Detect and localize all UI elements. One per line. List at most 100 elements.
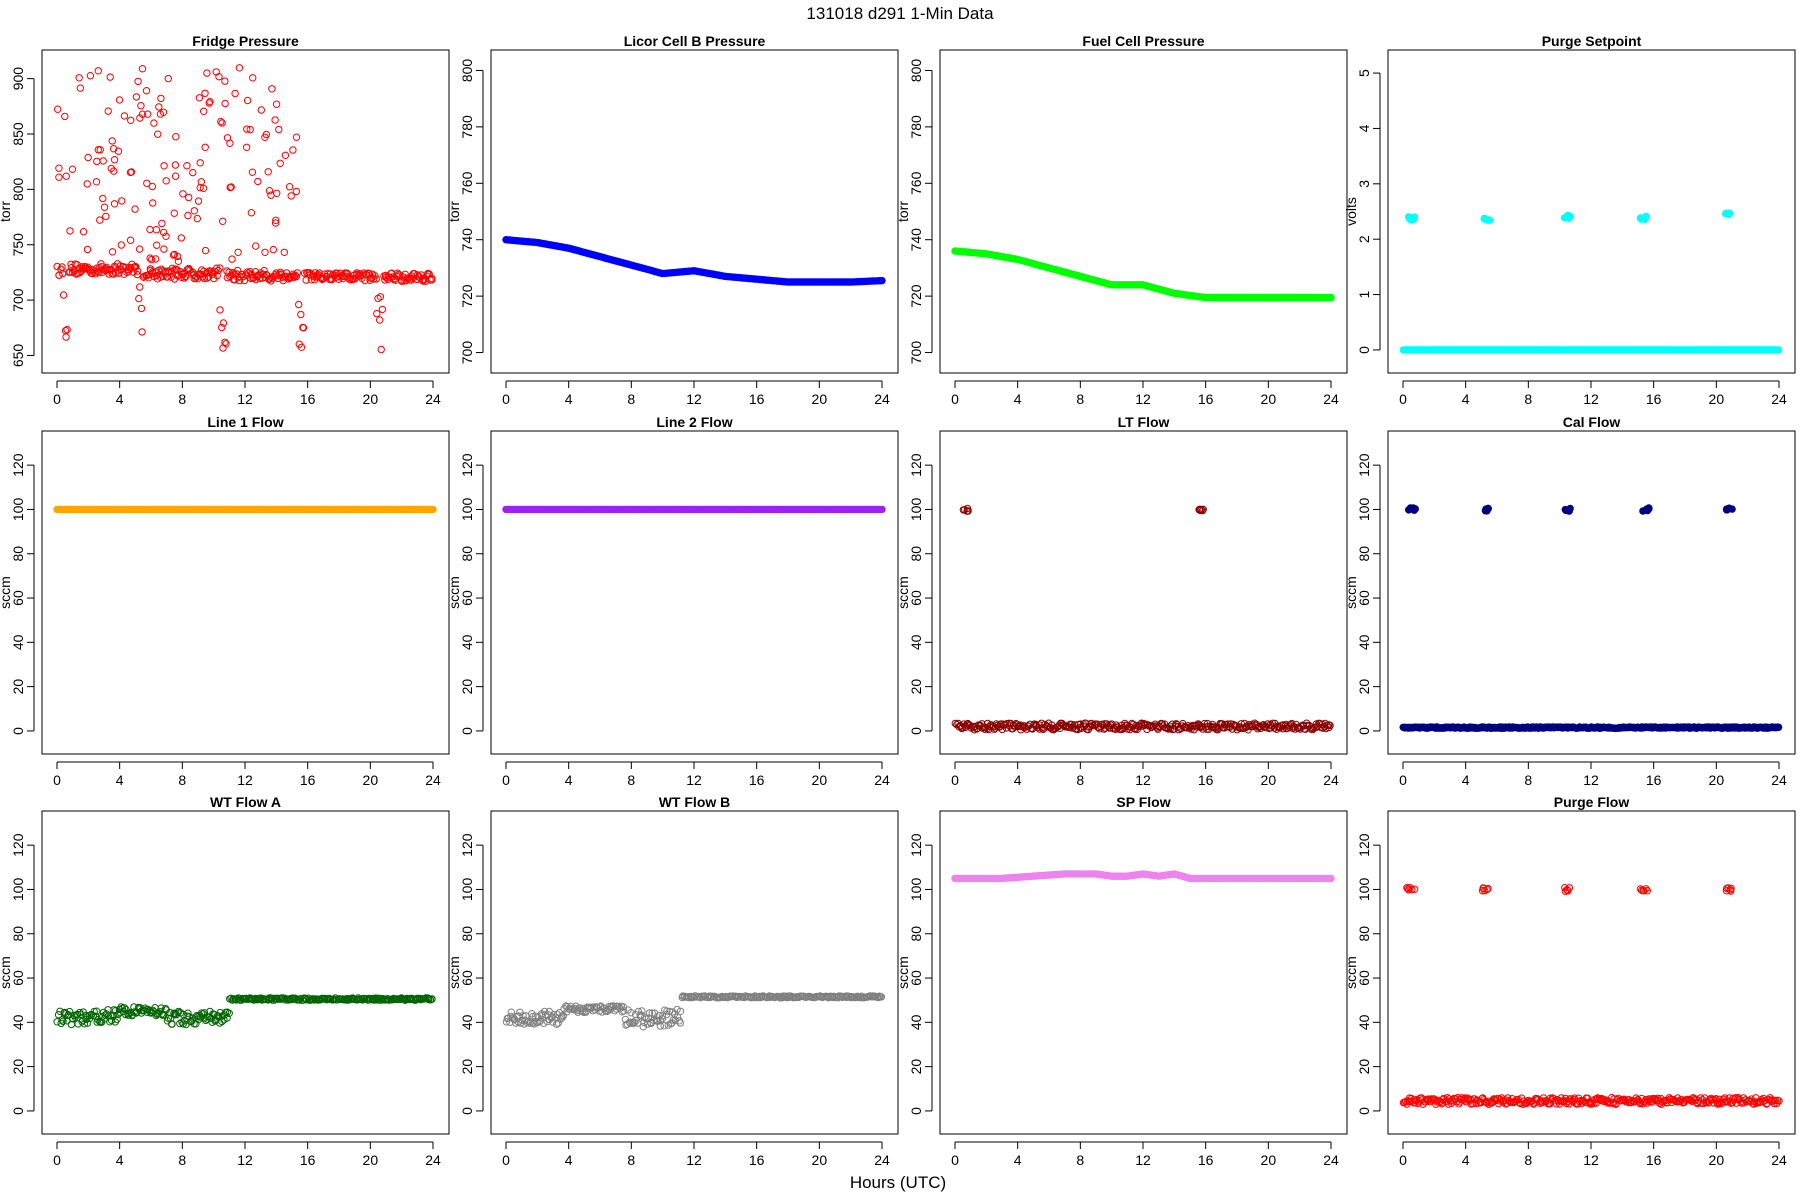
y-tick-label: 760 (908, 171, 924, 195)
data-point (246, 125, 254, 134)
data-point (200, 267, 208, 275)
data-point (205, 99, 213, 107)
plot-frame (1387, 810, 1796, 1135)
data-point (242, 143, 251, 152)
y-tick-label: 20 (908, 1059, 924, 1075)
x-tick-label: 16 (749, 772, 765, 788)
x-tick-label: 16 (1198, 1152, 1214, 1168)
data-point (62, 333, 70, 341)
data-point (235, 64, 244, 72)
series-points (502, 505, 886, 514)
data-point (93, 264, 101, 272)
x-tick-label: 24 (1323, 1152, 1339, 1168)
data-point (150, 119, 158, 127)
x-tick-label: 24 (425, 772, 441, 788)
data-point (1645, 504, 1653, 512)
plot-frame (939, 430, 1348, 755)
figure-xlabel: Hours (UTC) (850, 1173, 946, 1192)
y-tick-label: 760 (459, 171, 475, 195)
data-point (196, 183, 204, 192)
x-tick-label: 0 (951, 391, 959, 407)
plot-frame (490, 430, 899, 755)
data-point (299, 324, 308, 332)
x-tick-label: 16 (300, 391, 316, 407)
data-point (291, 271, 299, 280)
series-points (951, 504, 1334, 734)
figure-title: 131018 d291 1-Min Data (806, 4, 994, 23)
x-tick-label: 8 (178, 391, 186, 407)
panel-title: Purge Setpoint (1542, 33, 1642, 49)
data-point (219, 217, 227, 226)
data-point (297, 343, 306, 351)
panel-title: WT Flow B (659, 794, 731, 810)
data-point (108, 248, 117, 256)
data-point (148, 182, 157, 191)
data-point (115, 96, 124, 104)
x-tick-label: 0 (502, 1152, 510, 1168)
x-tick-label: 12 (1135, 391, 1151, 407)
y-tick-label: 60 (10, 590, 26, 606)
data-point (373, 309, 381, 318)
data-point (151, 255, 160, 263)
x-tick-label: 24 (425, 391, 441, 407)
series-points (1399, 209, 1783, 354)
data-point (110, 145, 118, 153)
data-point (110, 156, 119, 164)
y-tick-label: 740 (459, 228, 475, 252)
data-point (143, 110, 152, 118)
data-point (68, 165, 77, 173)
data-point (96, 216, 104, 224)
data-point (217, 117, 225, 126)
data-point (266, 275, 274, 283)
x-tick-label: 16 (1646, 1152, 1662, 1168)
y-tick-label: 0 (459, 1107, 475, 1115)
y-tick-label: 100 (459, 878, 475, 902)
x-tick-label: 4 (1014, 391, 1022, 407)
data-point (370, 275, 378, 283)
data-point (55, 173, 63, 181)
x-tick-label: 4 (1014, 772, 1022, 788)
data-point (190, 207, 199, 215)
plot-frame (490, 49, 899, 374)
data-point (102, 212, 110, 221)
data-point (247, 209, 256, 217)
data-point (1774, 346, 1783, 354)
y-tick-label: 40 (908, 634, 924, 650)
data-point (257, 106, 265, 114)
x-tick-label: 20 (1709, 1152, 1725, 1168)
x-tick-label: 8 (1524, 1152, 1532, 1168)
y-tick-label: 4 (1356, 124, 1372, 132)
y-tick-label: 120 (10, 453, 26, 477)
data-point (419, 277, 427, 285)
series-points (53, 994, 436, 1029)
data-point (79, 228, 88, 236)
series-points (502, 236, 886, 286)
data-point (160, 162, 168, 170)
data-point (138, 65, 147, 73)
y-tick-label: 80 (908, 546, 924, 562)
plot-frame (490, 810, 899, 1135)
y-tick-label: 0 (1356, 727, 1372, 735)
data-point (1410, 213, 1419, 221)
data-point (134, 77, 142, 86)
data-point (63, 325, 71, 334)
data-point (132, 93, 141, 101)
data-point (157, 94, 165, 103)
y-tick-label: 720 (908, 284, 924, 308)
y-tick-label: 700 (908, 341, 924, 365)
panel-title: Line 1 Flow (207, 414, 283, 430)
y-tick-label: 700 (459, 341, 475, 365)
y-axis-label: sccm (0, 956, 13, 989)
data-point (429, 505, 437, 514)
y-tick-label: 0 (908, 727, 924, 735)
data-point (243, 268, 251, 276)
y-tick-label: 120 (908, 833, 924, 857)
x-tick-label: 24 (1771, 391, 1787, 407)
data-point (93, 157, 101, 166)
x-tick-label: 0 (502, 772, 510, 788)
y-tick-label: 60 (459, 590, 475, 606)
